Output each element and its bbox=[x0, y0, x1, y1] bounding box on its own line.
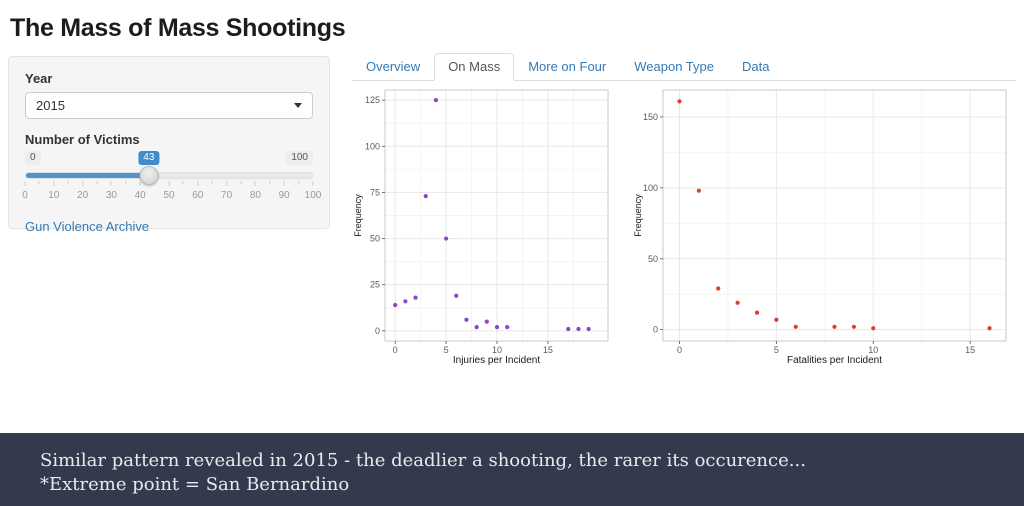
tab-bar: Overview On Mass More on Four Weapon Type Da… bbox=[352, 53, 1016, 81]
sidebar-panel: Year 2015 Number of Victims 0 100 43 0 10… bbox=[8, 56, 330, 234]
slider-tick bbox=[312, 181, 314, 186]
svg-text:50: 50 bbox=[370, 234, 380, 244]
tab-weapon-type[interactable]: Weapon Type bbox=[634, 59, 714, 74]
slider-tick bbox=[154, 181, 156, 184]
injuries-frequency-chart: 0 5 10 15 0 25 50 75 100 125 Injuries per Incident… bbox=[352, 84, 612, 369]
slider-tick bbox=[96, 181, 98, 184]
tab-more-on-four[interactable]: More on Four bbox=[528, 59, 607, 74]
slider-tick bbox=[139, 181, 141, 186]
slider-tick bbox=[67, 181, 69, 184]
svg-text:0: 0 bbox=[375, 326, 380, 336]
svg-text:0: 0 bbox=[677, 345, 682, 355]
slider-tick-label: 10 bbox=[48, 190, 60, 201]
slider-tick bbox=[24, 181, 26, 186]
svg-text:10: 10 bbox=[868, 345, 878, 355]
footer-line2: *Extreme point = San Bernardino bbox=[40, 474, 350, 495]
svg-text:125: 125 bbox=[365, 95, 380, 105]
slider-tick bbox=[226, 181, 228, 186]
slider-value-badge: 43 bbox=[138, 151, 160, 165]
year-select-value: 2015 bbox=[36, 98, 65, 113]
svg-text:15: 15 bbox=[965, 345, 975, 355]
fatalities-frequency-chart: 0 5 10 15 0 50 100 150 Fatalities per Incident Fr… bbox=[632, 84, 1010, 369]
svg-text:Fatalities per Incident: Fatalities per Incident bbox=[787, 355, 882, 366]
svg-text:0: 0 bbox=[393, 345, 398, 355]
year-label: Year bbox=[25, 71, 53, 86]
victims-label: Number of Victims bbox=[25, 132, 140, 147]
victims-slider[interactable]: 0 100 43 0 10 20 30 40 50 60 70 80 90 100 bbox=[22, 150, 321, 205]
svg-text:Frequency: Frequency bbox=[353, 194, 363, 237]
slider-tick bbox=[38, 181, 40, 184]
slider-tick bbox=[197, 181, 199, 186]
slider-fill bbox=[26, 173, 149, 178]
page-title: The Mass of Mass Shootings bbox=[10, 14, 346, 42]
slider-tick bbox=[269, 181, 271, 184]
slider-tick bbox=[283, 181, 285, 186]
slider-tick bbox=[125, 181, 127, 184]
svg-text:150: 150 bbox=[643, 112, 658, 122]
slider-min-badge: 0 bbox=[25, 151, 41, 165]
slider-track[interactable] bbox=[25, 172, 313, 179]
slider-tick bbox=[82, 181, 84, 186]
slider-tick bbox=[298, 181, 300, 184]
slider-tick bbox=[182, 181, 184, 184]
svg-text:0: 0 bbox=[653, 325, 658, 335]
slider-scale: 0 10 20 30 40 50 60 70 80 90 100 bbox=[22, 181, 321, 203]
footer-line1: Similar pattern revealed in 2015 - the d… bbox=[40, 450, 806, 471]
tab-overview[interactable]: Overview bbox=[366, 59, 421, 74]
slider-tick-label: 70 bbox=[221, 190, 233, 201]
slider-handle[interactable] bbox=[139, 166, 159, 185]
slider-tick-label: 90 bbox=[278, 190, 290, 201]
svg-text:50: 50 bbox=[648, 254, 658, 264]
slider-tick bbox=[240, 181, 242, 184]
svg-text:15: 15 bbox=[543, 345, 553, 355]
tab-data[interactable]: Data bbox=[742, 59, 770, 74]
svg-text:10: 10 bbox=[492, 345, 502, 355]
footer-caption: Similar pattern revealed in 2015 - the d… bbox=[0, 433, 1024, 506]
year-select[interactable]: 2015 bbox=[25, 92, 313, 119]
chevron-down-icon bbox=[294, 103, 302, 108]
svg-text:5: 5 bbox=[774, 345, 779, 355]
svg-text:5: 5 bbox=[444, 345, 449, 355]
slider-tick bbox=[53, 181, 55, 186]
gun-violence-archive-link[interactable]: Gun Violence Archive bbox=[25, 219, 150, 234]
slider-tick bbox=[110, 181, 112, 186]
slider-tick-label: 50 bbox=[163, 190, 175, 201]
tab-on-mass[interactable]: On Mass bbox=[434, 53, 515, 81]
slider-tick-label: 20 bbox=[77, 190, 89, 201]
slider-tick-label: 60 bbox=[192, 190, 204, 201]
svg-text:75: 75 bbox=[370, 187, 380, 197]
svg-text:100: 100 bbox=[643, 183, 658, 193]
slider-tick bbox=[168, 181, 170, 186]
slider-tick-label: 80 bbox=[249, 190, 261, 201]
svg-text:100: 100 bbox=[365, 141, 380, 151]
svg-text:Injuries per Incident: Injuries per Incident bbox=[453, 355, 540, 366]
slider-tick bbox=[211, 181, 213, 184]
slider-tick-label: 30 bbox=[105, 190, 117, 201]
slider-tick-label: 100 bbox=[304, 190, 322, 201]
svg-text:Frequency: Frequency bbox=[633, 194, 643, 237]
slider-tick-label: 40 bbox=[134, 190, 146, 201]
svg-text:25: 25 bbox=[370, 280, 380, 290]
slider-tick-label: 0 bbox=[22, 190, 28, 201]
slider-tick bbox=[254, 181, 256, 186]
slider-max-badge: 100 bbox=[286, 151, 313, 165]
